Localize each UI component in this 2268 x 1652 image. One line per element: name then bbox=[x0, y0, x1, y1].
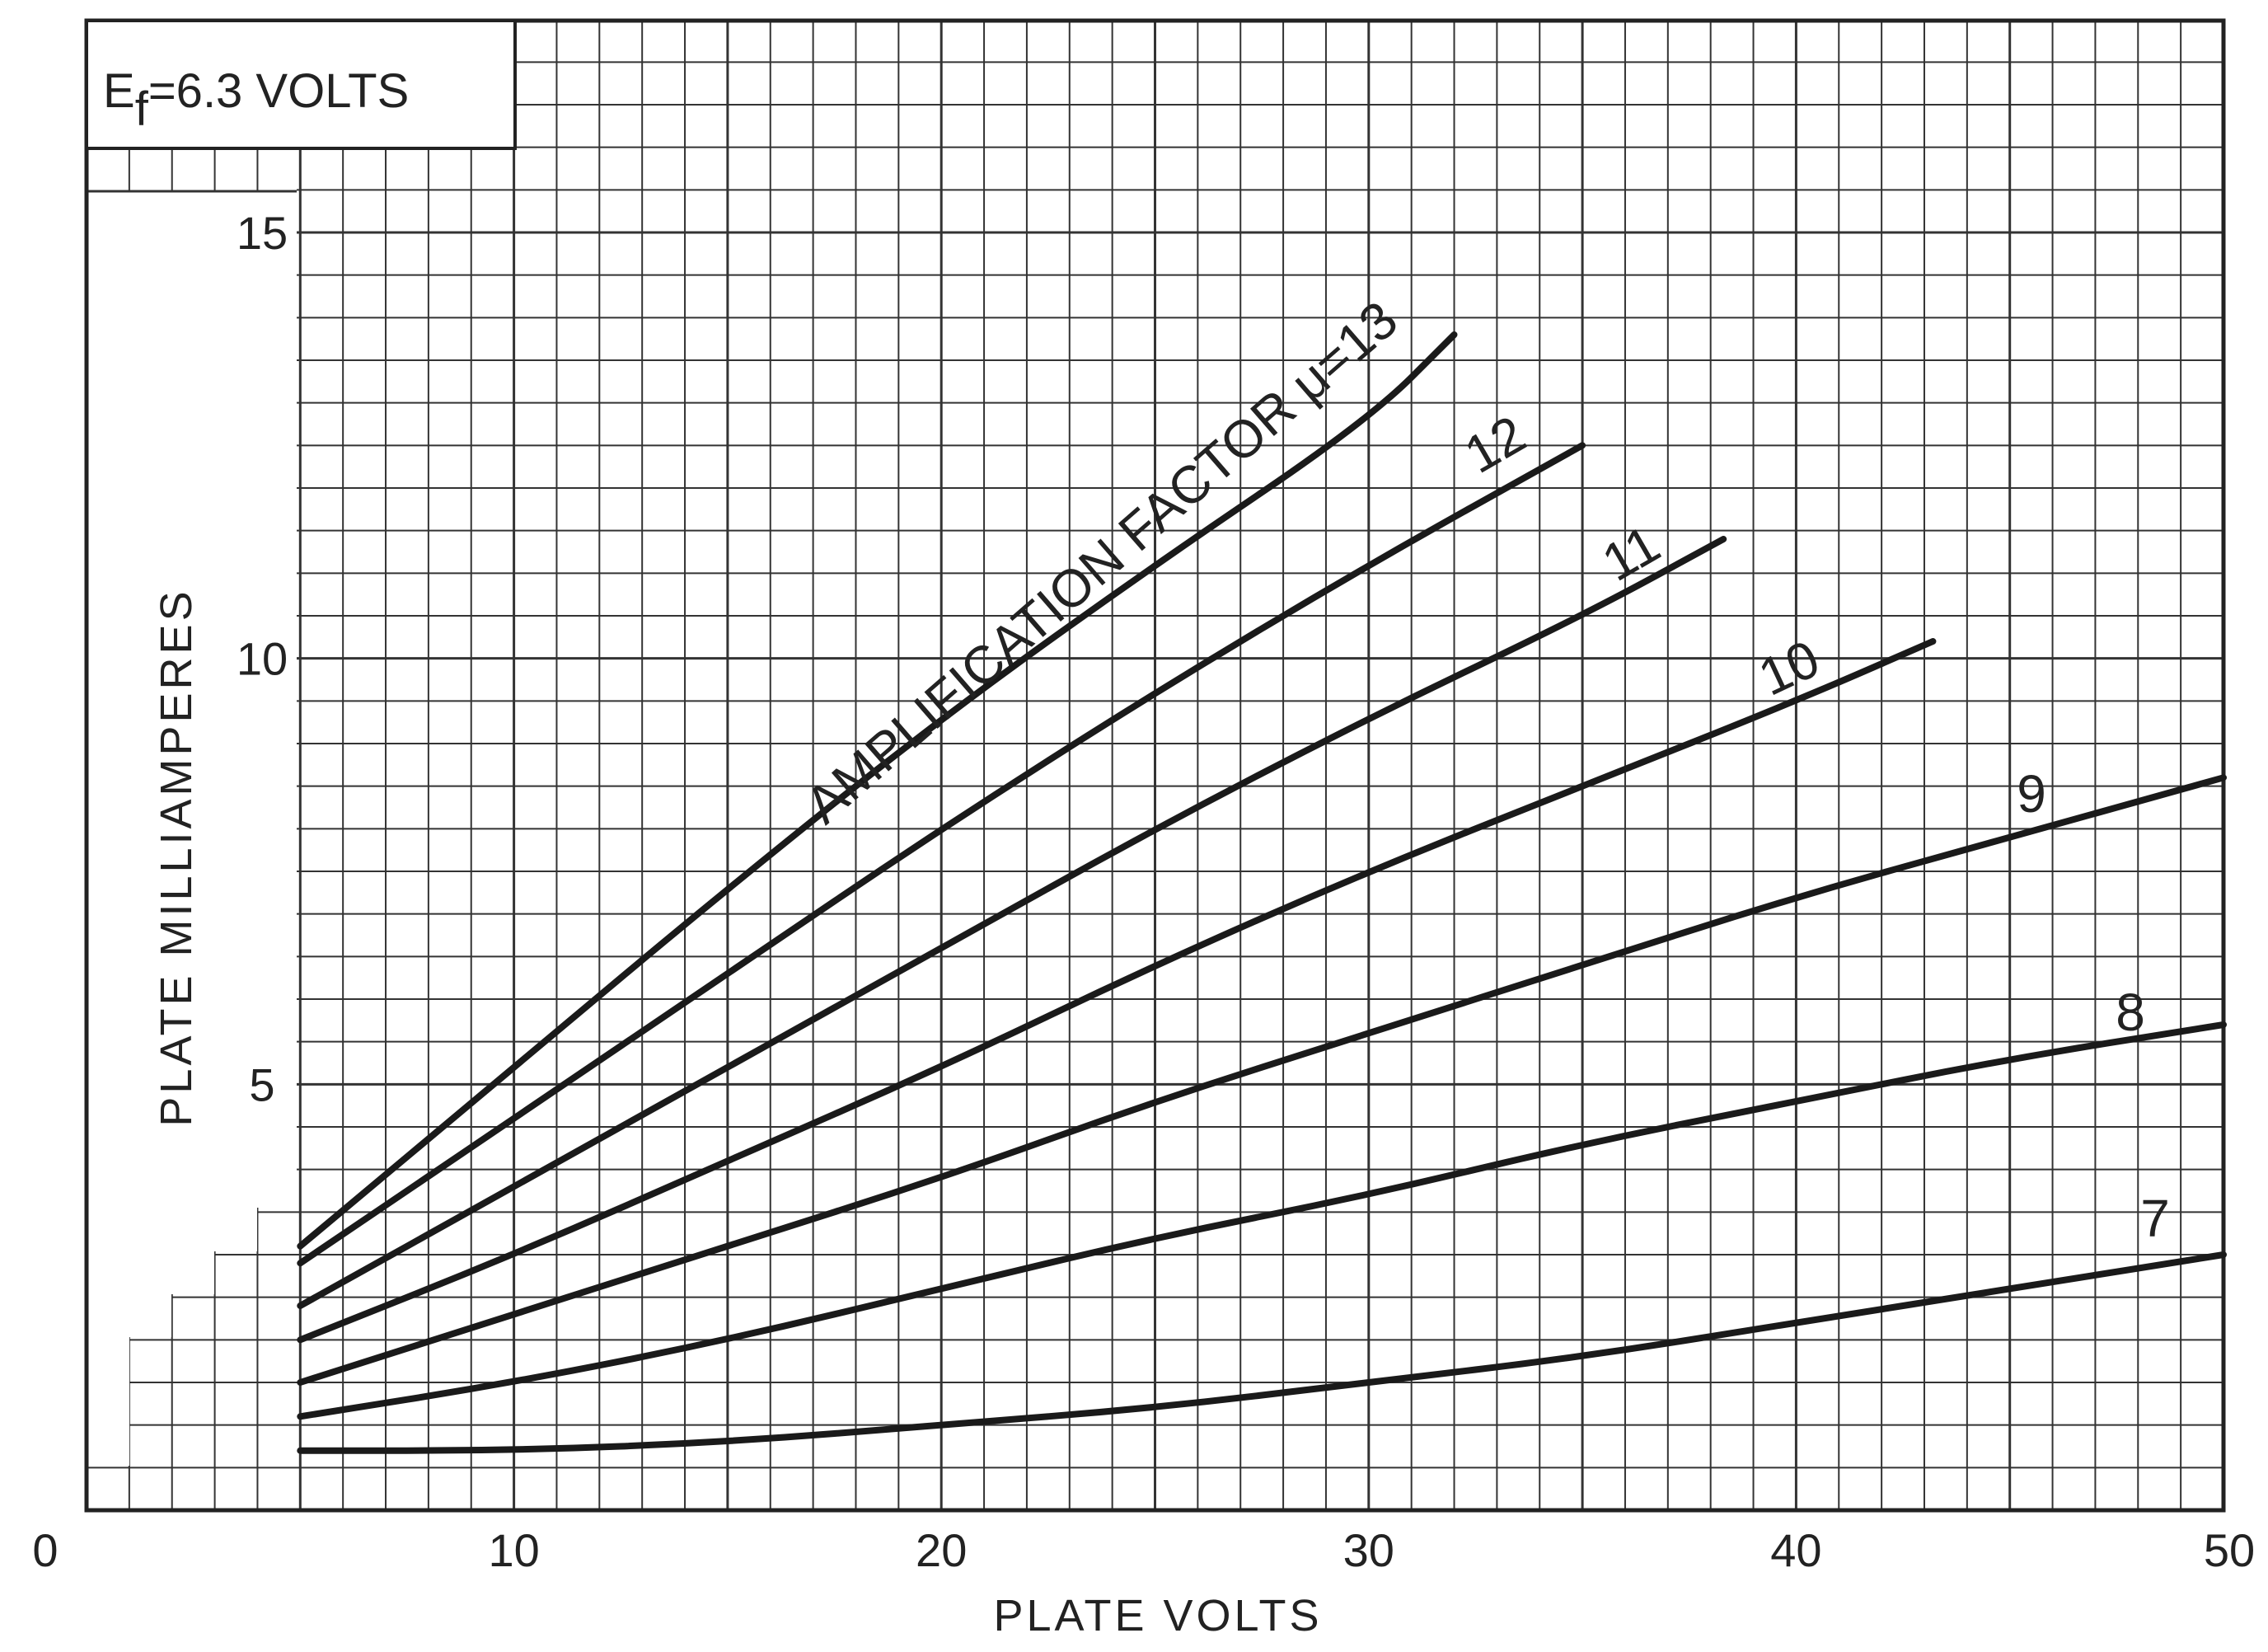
annotation-prefix: E bbox=[103, 64, 135, 118]
y-tick-label: 5 bbox=[249, 1058, 274, 1110]
chart-frame bbox=[84, 18, 2226, 1513]
y-axis-title: PLATE MILLIAMPERES bbox=[152, 588, 201, 1126]
series-line-mu-8 bbox=[297, 1021, 2227, 1420]
series-line-mu-7 bbox=[297, 1251, 2227, 1454]
x-tick-label: 30 bbox=[1343, 1524, 1394, 1576]
x-tick-label: 0 bbox=[32, 1524, 58, 1576]
series-line-mu-11 bbox=[297, 536, 1727, 1309]
blank-margin bbox=[87, 21, 297, 1466]
curve-label-mu-9: 9 bbox=[2017, 764, 2046, 824]
series-line-mu-9 bbox=[297, 774, 2227, 1386]
curve-label-mu-8: 8 bbox=[2116, 983, 2145, 1042]
x-tick-label: 50 bbox=[2204, 1524, 2255, 1576]
amplification-factor-title: AMPLIFICATION FACTOR μ=13 bbox=[794, 289, 1409, 834]
curve-label-mu-7: 7 bbox=[2140, 1189, 2170, 1248]
x-tick-label: 10 bbox=[488, 1524, 539, 1576]
x-tick-label: 20 bbox=[916, 1524, 967, 1576]
chart-grid bbox=[85, 21, 2225, 1512]
y-tick-label: 10 bbox=[237, 633, 288, 685]
axis-ticks: 0 10 20 30 40 50 5 10 15 bbox=[32, 207, 2255, 1576]
series-line-mu-12 bbox=[297, 442, 1586, 1267]
x-axis-title: PLATE VOLTS bbox=[993, 1591, 1322, 1640]
chart-series bbox=[297, 331, 2227, 1454]
x-tick-label: 40 bbox=[1770, 1524, 1821, 1576]
curve-label-mu-12: 12 bbox=[1455, 404, 1535, 485]
annotation-suffix: =6.3 VOLTS bbox=[148, 64, 409, 118]
series-line-mu-10 bbox=[297, 638, 1937, 1344]
filament-voltage-annotation: Ef=6.3 VOLTS bbox=[85, 19, 517, 150]
filament-voltage-label: Ef=6.3 VOLTS bbox=[103, 64, 409, 136]
plot-border bbox=[84, 18, 2226, 1513]
annotation-subscript: f bbox=[135, 82, 149, 136]
y-tick-label: 15 bbox=[237, 207, 288, 259]
curve-label-mu-11: 11 bbox=[1592, 514, 1670, 593]
series-line-mu-13 bbox=[297, 331, 1458, 1250]
